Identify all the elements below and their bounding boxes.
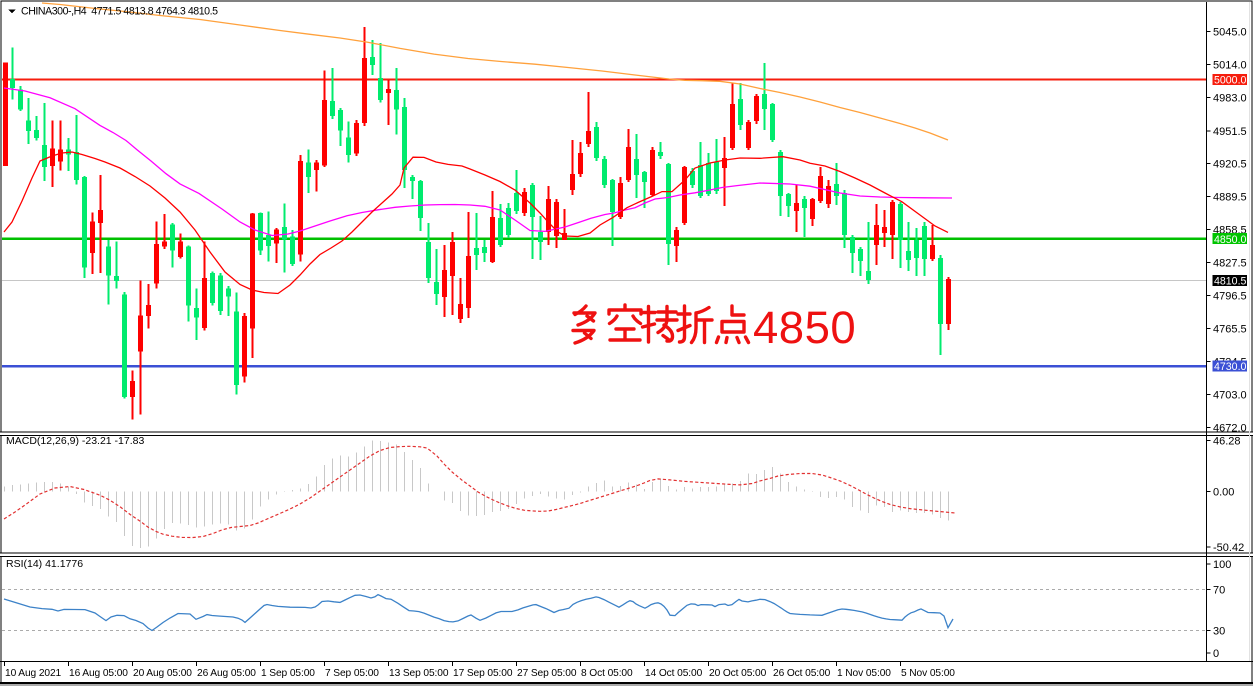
svg-text:5045.0: 5045.0 (1213, 27, 1247, 39)
svg-text:5014.0: 5014.0 (1213, 59, 1247, 71)
svg-text:CHINA300-,H4 4771.5 4813.8 47: CHINA300-,H4 4771.5 4813.8 4764.3 4810.5 (21, 6, 218, 18)
svg-text:20 Oct 05:00: 20 Oct 05:00 (709, 668, 767, 679)
svg-text:4889.5: 4889.5 (1213, 192, 1247, 204)
svg-text:20 Aug 05:00: 20 Aug 05:00 (133, 668, 192, 679)
svg-text:4920.5: 4920.5 (1213, 159, 1247, 171)
svg-text:RSI(14) 41.1776: RSI(14) 41.1776 (6, 558, 83, 570)
svg-text:4703.0: 4703.0 (1213, 390, 1247, 402)
svg-text:4796.5: 4796.5 (1213, 290, 1247, 302)
svg-text:4850.0: 4850.0 (1214, 234, 1247, 246)
svg-text:26 Oct 05:00: 26 Oct 05:00 (773, 668, 831, 679)
svg-text:4827.5: 4827.5 (1213, 258, 1247, 270)
svg-text:30: 30 (1213, 625, 1225, 637)
svg-text:0.00: 0.00 (1213, 487, 1234, 499)
svg-text:5 Nov 05:00: 5 Nov 05:00 (901, 668, 955, 679)
svg-text:4983.0: 4983.0 (1213, 92, 1247, 104)
svg-text:70: 70 (1213, 585, 1225, 597)
svg-text:14 Oct 05:00: 14 Oct 05:00 (645, 668, 703, 679)
svg-text:17 Sep 05:00: 17 Sep 05:00 (453, 668, 513, 679)
svg-text:4850: 4850 (753, 302, 856, 353)
svg-text:27 Sep 05:00: 27 Sep 05:00 (517, 668, 577, 679)
svg-text:16 Aug 05:00: 16 Aug 05:00 (69, 668, 128, 679)
svg-text:4672.0: 4672.0 (1213, 423, 1247, 435)
svg-text:0: 0 (1213, 648, 1219, 660)
svg-text:10 Aug 2021: 10 Aug 2021 (5, 668, 62, 679)
svg-text:4810.5: 4810.5 (1214, 276, 1247, 288)
svg-text:4730.0: 4730.0 (1214, 361, 1247, 373)
svg-text:13 Sep 05:00: 13 Sep 05:00 (389, 668, 449, 679)
svg-text:-50.42: -50.42 (1213, 542, 1244, 554)
svg-text:1 Sep 05:00: 1 Sep 05:00 (261, 668, 315, 679)
svg-text:4765.5: 4765.5 (1213, 323, 1247, 335)
svg-text:MACD(12,26,9) -23.21 -17.83: MACD(12,26,9) -23.21 -17.83 (6, 435, 144, 447)
svg-text:46.28: 46.28 (1213, 435, 1241, 447)
svg-text:5000.0: 5000.0 (1214, 75, 1247, 87)
svg-text:8 Oct 05:00: 8 Oct 05:00 (581, 668, 633, 679)
svg-text:100: 100 (1213, 559, 1231, 571)
svg-text:4951.5: 4951.5 (1213, 126, 1247, 138)
svg-text:26 Aug 05:00: 26 Aug 05:00 (197, 668, 256, 679)
svg-text:1 Nov 05:00: 1 Nov 05:00 (837, 668, 891, 679)
svg-text:7 Sep 05:00: 7 Sep 05:00 (325, 668, 379, 679)
